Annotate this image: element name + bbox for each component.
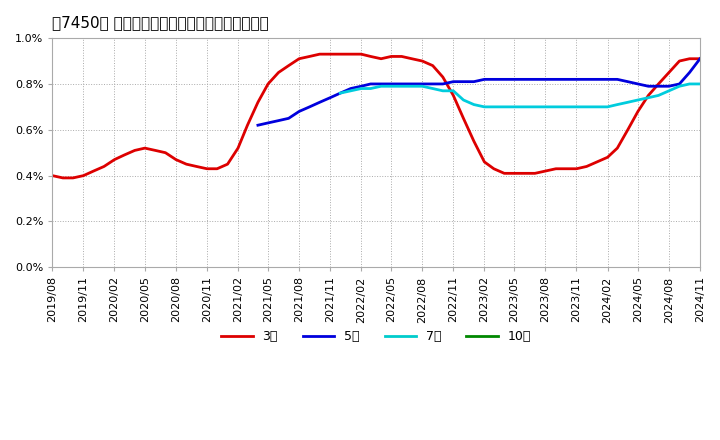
- Legend: 3年, 5年, 7年, 10年: 3年, 5年, 7年, 10年: [216, 325, 536, 348]
- Text: ［7450］ 当期純利益マージンの標準偏差の推移: ［7450］ 当期純利益マージンの標準偏差の推移: [53, 15, 269, 30]
